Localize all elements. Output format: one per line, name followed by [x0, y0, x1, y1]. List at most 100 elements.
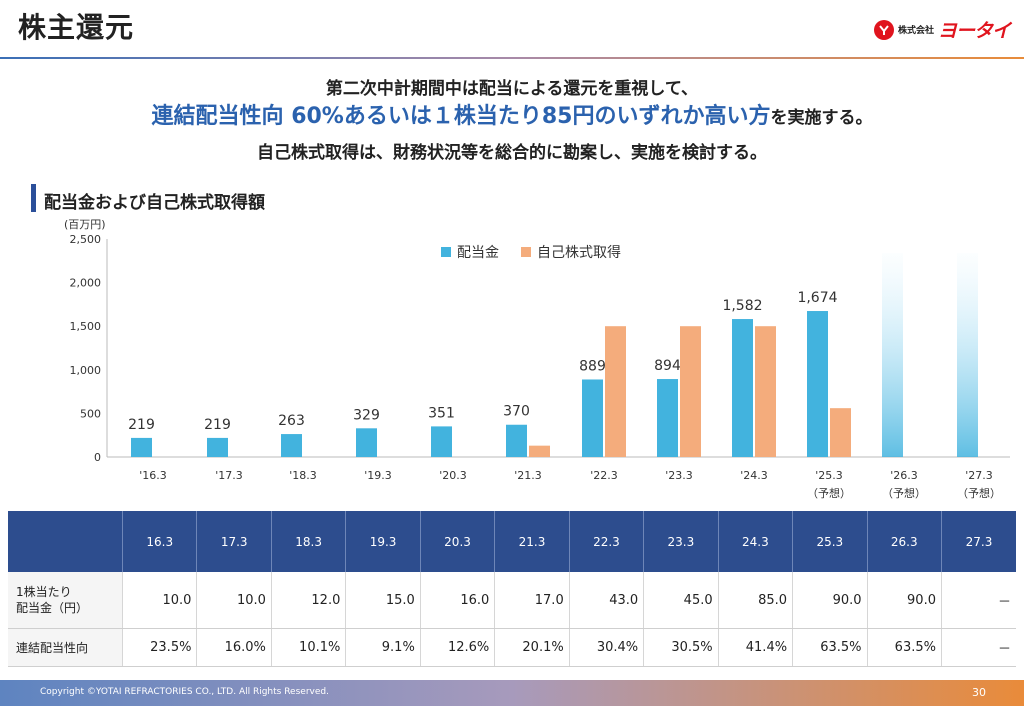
row-header-dividend-per-share: 1株当たり配当金（円） [8, 572, 123, 629]
table-cell: 20.1% [494, 628, 570, 667]
page-number: 30 [972, 686, 986, 699]
buyback-bar [830, 408, 851, 457]
table-cell: 12.0 [271, 572, 347, 629]
dividend-data-label: 370 [503, 404, 530, 420]
table-cell: 9.1% [345, 628, 421, 667]
x-tick-label: '22.3 [590, 469, 618, 482]
y-tick-label: 2,500 [70, 233, 102, 246]
logo-mark-icon [873, 19, 894, 40]
policy-line-1: 第二次中計期間中は配当による還元を重視して、 [325, 79, 699, 99]
table-cell: 30.5% [643, 628, 719, 667]
table-cell: 63.5% [792, 628, 868, 667]
title-rule [0, 57, 1024, 59]
legend-label-buyback: 自己株式取得 [537, 245, 621, 261]
dividend-data-label: 219 [128, 417, 155, 433]
policy-line-3: 自己株式取得は、財務状況等を総合的に勘案し、実施を検討する。 [257, 143, 767, 163]
buyback-bar [529, 445, 550, 457]
table-header-cell: 19.3 [345, 511, 421, 572]
forecast-placeholder-bar [957, 253, 978, 457]
table-cell: 45.0 [643, 572, 719, 629]
table-cell: 90.0 [867, 572, 942, 629]
table-cell: 90.0 [792, 572, 868, 629]
y-tick-label: 1,500 [70, 320, 102, 333]
dividend-bar [506, 424, 527, 457]
table-cell: 30.4% [569, 628, 645, 667]
dividend-bar [281, 434, 302, 457]
legend-swatch-buyback [521, 247, 531, 257]
table-cell: － [941, 628, 1016, 667]
logo-prefix: 株式会社 [897, 26, 934, 36]
dividend-bar [657, 379, 678, 457]
table-header-cell: 21.3 [494, 511, 570, 572]
x-tick-label: '20.3 [439, 469, 467, 482]
table-cell: － [941, 572, 1016, 629]
table-header-cell: 26.3 [867, 511, 942, 572]
dividend-bar [207, 437, 228, 457]
section-title: 配当金および自己株式取得額 [44, 193, 265, 213]
y-tick-label: 0 [94, 451, 101, 464]
table-header-cell: 24.3 [718, 511, 794, 572]
page-title: 株主還元 [18, 11, 135, 44]
dividend-data-label: 219 [204, 417, 231, 433]
table-header-cell: 25.3 [792, 511, 868, 572]
table-cell: 12.6% [420, 628, 496, 667]
buyback-bar [680, 326, 701, 457]
table-header-row: 16.3 17.3 18.3 19.3 20.3 21.3 22.3 23.3 … [8, 511, 1016, 572]
table-header-cell: 27.3 [941, 511, 1016, 572]
section-marker [31, 184, 36, 212]
table-cell: 63.5% [867, 628, 942, 667]
x-tick-label: '23.3 [665, 469, 693, 482]
dividend-data-label: 1,674 [797, 290, 837, 306]
y-tick-label: 500 [80, 407, 101, 420]
table-row-dividend-per-share: 1株当たり 配当金（円） 10.0 10.0 12.0 15.0 16.0 17.… [8, 572, 1016, 629]
x-tick-label: '25.3 [815, 469, 843, 482]
dividend-bar [582, 379, 603, 457]
chart-unit-label: (百万円) [64, 218, 106, 231]
dividend-bar [431, 426, 452, 457]
dividend-bar [356, 428, 377, 457]
table-cell: 41.4% [718, 628, 794, 667]
x-tick-label: '21.3 [514, 469, 542, 482]
company-logo: 株式会社 ヨータイ [873, 16, 1011, 43]
dividend-data-label: 1,582 [722, 298, 762, 314]
dividend-data-label: 889 [579, 358, 606, 374]
footer-bar: Copyright ©YOTAI REFRACTORIES CO., LTD. … [0, 680, 1024, 706]
table-header-cell: 20.3 [420, 511, 496, 572]
policy-highlight: 連結配当性向 60%あるいは１株当たり85円のいずれか高い方 [151, 104, 771, 129]
table-header-cell: 22.3 [569, 511, 645, 572]
table-cell: 10.0 [196, 572, 272, 629]
dividend-data-label: 894 [654, 358, 681, 374]
policy-tail: を実施する。 [770, 108, 873, 128]
policy-line-2: 連結配当性向 60%あるいは１株当たり85円のいずれか高い方を実施する。 [0, 98, 1024, 130]
table-header-cell: 23.3 [643, 511, 719, 572]
dividend-bar [131, 437, 152, 457]
x-tick-note: （予想） [807, 486, 851, 500]
dividend-data-label: 263 [278, 413, 305, 429]
row-header-payout-ratio: 連結配当性向 [8, 628, 123, 667]
x-tick-label: '19.3 [364, 469, 392, 482]
row-header-line: 1株当たり [16, 585, 72, 599]
logo-name: ヨータイ [937, 20, 1011, 42]
buyback-bar [605, 326, 626, 457]
legend-label-dividend: 配当金 [457, 245, 499, 261]
x-tick-label: '16.3 [139, 469, 167, 482]
copyright-text: Copyright ©YOTAI REFRACTORIES CO., LTD. … [40, 687, 329, 697]
buyback-bar [755, 326, 776, 457]
dividend-bar [807, 311, 828, 457]
table-cell: 23.5% [122, 628, 198, 667]
dividend-buyback-chart: 0 500 1,000 1,500 2,000 2,500 219 '16.3 219 '17.3… [70, 233, 1010, 500]
x-tick-label: '26.3 [890, 469, 918, 482]
table-cell: 17.0 [494, 572, 570, 629]
dividend-data-label: 351 [428, 405, 455, 421]
table-cell: 85.0 [718, 572, 794, 629]
table-row-payout-ratio: 連結配当性向 23.5% 16.0% 10.1% 9.1% 12.6% 20.1… [8, 628, 1016, 667]
table-header-cell: 17.3 [196, 511, 272, 572]
table-cell: 16.0% [196, 628, 272, 667]
table-cell: 15.0 [345, 572, 421, 629]
dividend-table: 16.3 17.3 18.3 19.3 20.3 21.3 22.3 23.3 … [8, 511, 1016, 667]
table-header-cell: 16.3 [122, 511, 198, 572]
x-tick-label: '24.3 [740, 469, 768, 482]
table-cell: 43.0 [569, 572, 645, 629]
x-tick-label: '17.3 [215, 469, 243, 482]
row-header-line: 配当金（円） [16, 601, 89, 615]
